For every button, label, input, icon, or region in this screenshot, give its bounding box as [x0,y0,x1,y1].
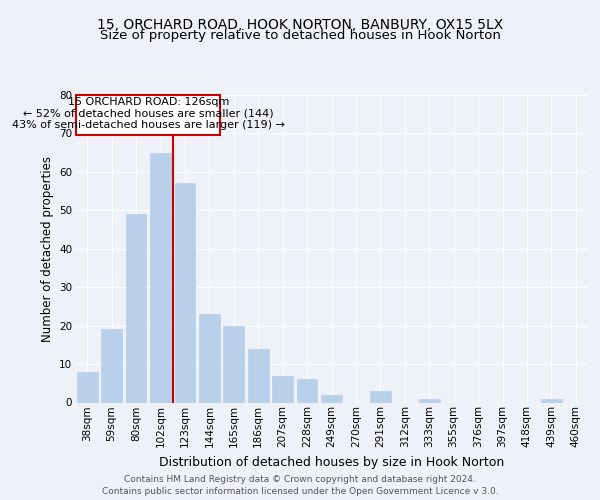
Bar [101,330,122,402]
Text: 15, ORCHARD ROAD, HOOK NORTON, BANBURY, OX15 5LX: 15, ORCHARD ROAD, HOOK NORTON, BANBURY, … [97,18,503,32]
Text: 15 ORCHARD ROAD: 126sqm: 15 ORCHARD ROAD: 126sqm [68,97,229,107]
Bar [370,391,391,402]
Bar [321,395,342,402]
FancyBboxPatch shape [76,95,220,136]
Text: 43% of semi-detached houses are larger (119) →: 43% of semi-detached houses are larger (… [12,120,285,130]
Bar [419,398,440,402]
Bar [175,184,196,402]
Text: Size of property relative to detached houses in Hook Norton: Size of property relative to detached ho… [100,30,500,43]
Bar [125,214,146,402]
Text: ← 52% of detached houses are smaller (144): ← 52% of detached houses are smaller (14… [23,108,274,118]
Text: Contains HM Land Registry data © Crown copyright and database right 2024.: Contains HM Land Registry data © Crown c… [124,476,476,484]
X-axis label: Distribution of detached houses by size in Hook Norton: Distribution of detached houses by size … [159,456,504,468]
Bar [199,314,220,402]
Bar [77,372,98,402]
Text: Contains public sector information licensed under the Open Government Licence v : Contains public sector information licen… [101,486,499,496]
Bar [248,348,269,403]
Bar [150,152,171,402]
Bar [272,376,293,402]
Bar [223,326,244,402]
Y-axis label: Number of detached properties: Number of detached properties [41,156,53,342]
Bar [541,398,562,402]
Bar [296,380,317,402]
